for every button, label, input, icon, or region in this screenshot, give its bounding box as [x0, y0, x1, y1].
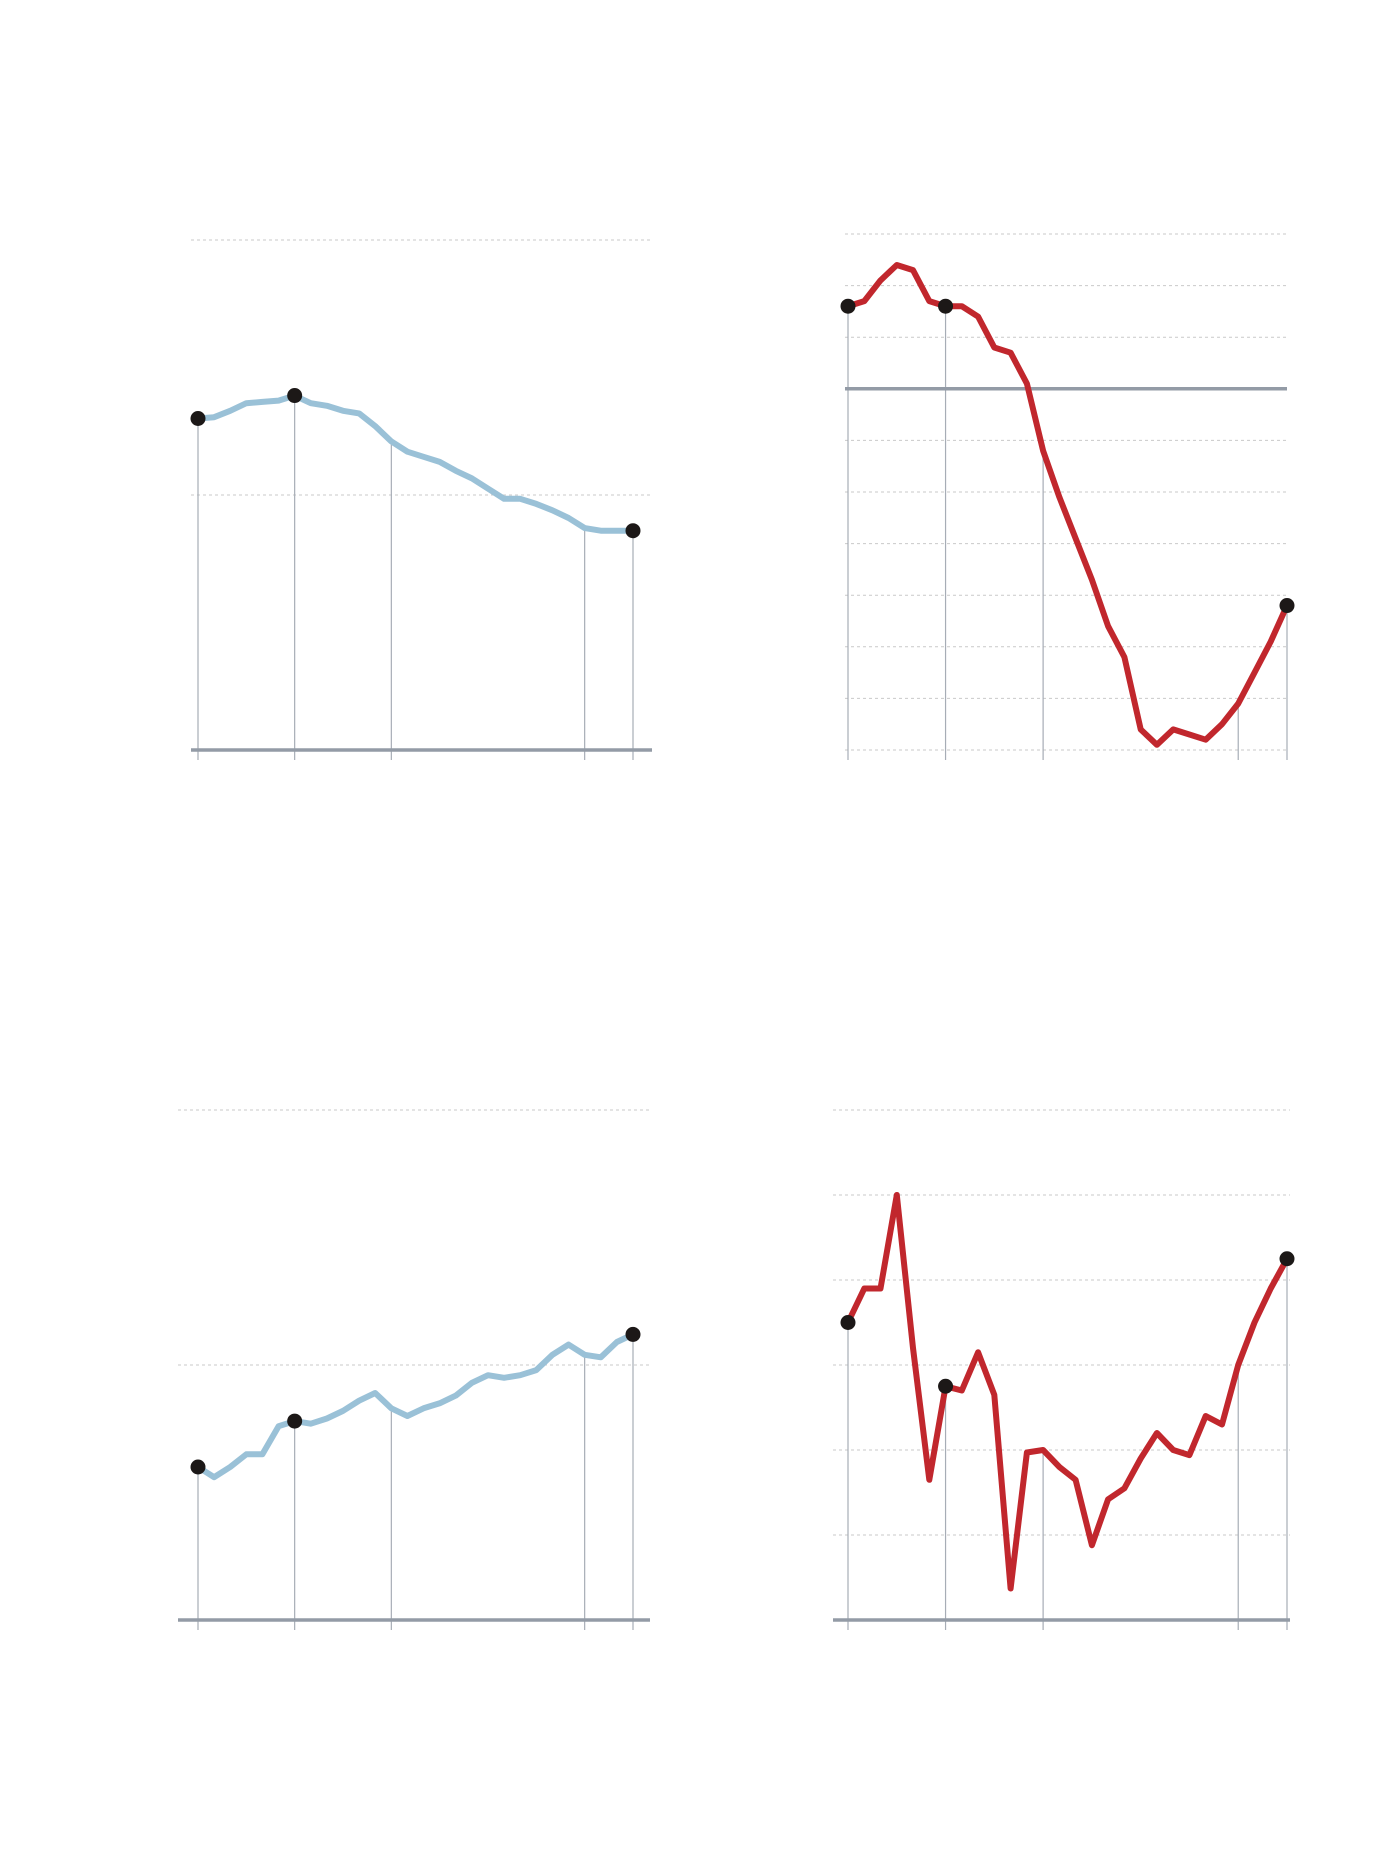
data-point — [190, 411, 206, 426]
data-point — [190, 1459, 206, 1475]
chart-panel-1 — [190, 239, 652, 760]
chart-panel-4 — [833, 1109, 1295, 1630]
data-point — [625, 523, 641, 539]
data-point — [625, 1326, 641, 1342]
data-point — [287, 1413, 303, 1429]
data-point — [1279, 1251, 1295, 1267]
chart-panel-2 — [840, 233, 1295, 760]
series-line — [195, 1331, 636, 1481]
data-point — [938, 298, 954, 314]
series-line — [195, 392, 636, 534]
data-point — [840, 1315, 856, 1330]
data-point — [938, 1378, 954, 1394]
series-line — [845, 262, 1290, 748]
chart-panel-3 — [178, 1109, 650, 1630]
data-point — [1279, 598, 1295, 614]
data-point — [840, 298, 856, 314]
series-line — [845, 1192, 1290, 1592]
data-point — [287, 388, 303, 404]
